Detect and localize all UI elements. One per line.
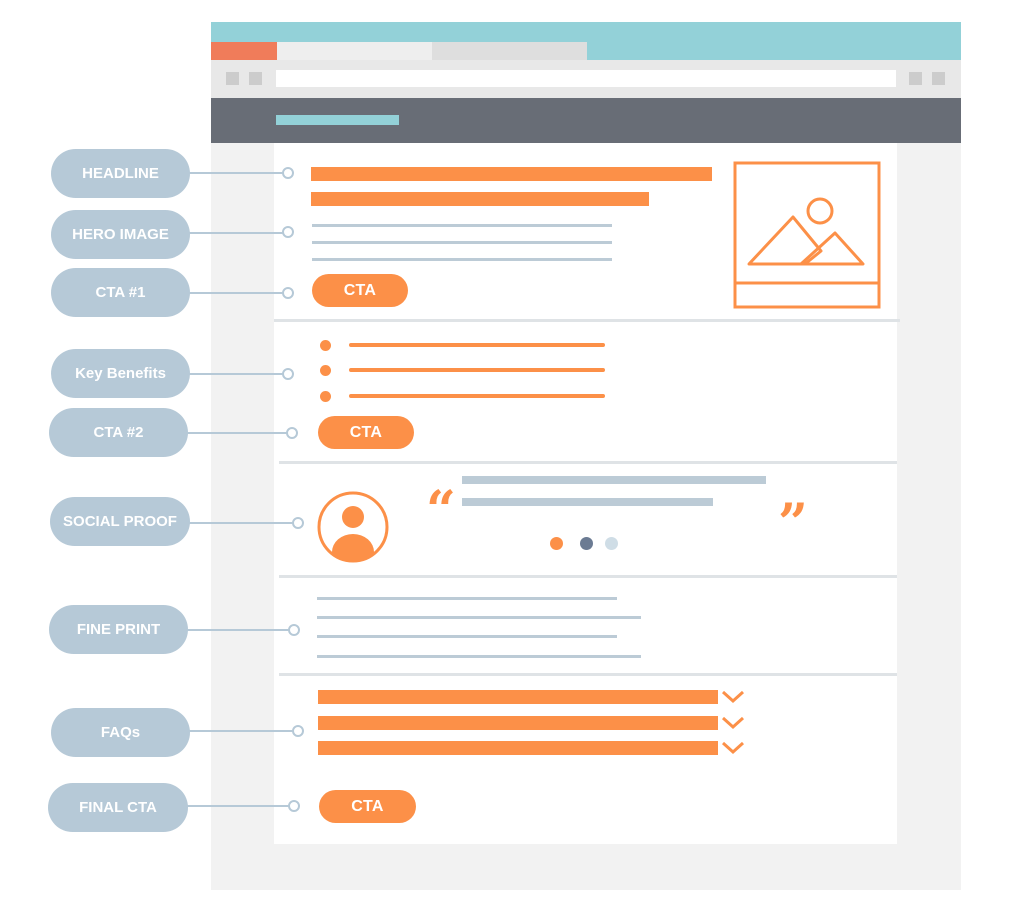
forward-button[interactable] [249, 72, 262, 85]
label-fine-print: FINE PRINT [49, 605, 188, 654]
cta2-button[interactable]: CTA [318, 416, 414, 449]
leader-endpoint [286, 427, 298, 439]
section-divider [279, 575, 897, 578]
leader-endpoint [292, 517, 304, 529]
section-divider [274, 319, 900, 322]
leader-line [186, 172, 284, 174]
leader-endpoint [282, 226, 294, 238]
benefit-line [349, 394, 605, 398]
open-quote-mark: “ [426, 480, 456, 541]
final-cta-button[interactable]: CTA [319, 790, 416, 823]
image-placeholder-icon [733, 161, 881, 309]
bullet-dot [320, 340, 331, 351]
bullet-dot [320, 391, 331, 402]
leader-line [186, 373, 284, 375]
label-faqs: FAQs [51, 708, 190, 757]
section-divider [279, 461, 897, 464]
body-text-line [312, 258, 612, 261]
browser-tab[interactable] [277, 42, 432, 60]
site-logo[interactable] [276, 115, 399, 125]
user-avatar-icon [317, 491, 389, 563]
fine-print-line [317, 635, 617, 638]
benefit-line [349, 368, 605, 372]
faq-item-bar[interactable] [318, 716, 718, 730]
label-key-benefits: Key Benefits [51, 349, 190, 398]
label-cta2: CTA #2 [49, 408, 188, 457]
chevron-down-icon[interactable] [721, 716, 745, 730]
cta1-button[interactable]: CTA [312, 274, 408, 307]
bullet-dot [320, 365, 331, 376]
chevron-down-icon[interactable] [721, 741, 745, 755]
body-text-line [312, 224, 612, 227]
leader-endpoint [292, 725, 304, 737]
leader-line [186, 292, 284, 294]
leader-endpoint [282, 287, 294, 299]
leader-endpoint [282, 368, 294, 380]
benefit-line [349, 343, 605, 347]
faq-item-bar[interactable] [318, 690, 718, 704]
back-button[interactable] [226, 72, 239, 85]
toolbar-button[interactable] [909, 72, 922, 85]
fine-print-line [317, 655, 641, 658]
leader-line [184, 805, 290, 807]
carousel-dot[interactable] [580, 537, 593, 550]
label-headline: HEADLINE [51, 149, 190, 198]
leader-line [186, 522, 294, 524]
leader-endpoint [288, 800, 300, 812]
leader-line [186, 730, 294, 732]
fine-print-line [317, 616, 641, 619]
chevron-down-icon[interactable] [721, 690, 745, 704]
label-social-proof: SOCIAL PROOF [50, 497, 190, 546]
leader-endpoint [288, 624, 300, 636]
browser-tab[interactable] [432, 42, 587, 60]
body-text-line [312, 241, 612, 244]
leader-endpoint [282, 167, 294, 179]
carousel-dot[interactable] [605, 537, 618, 550]
subheadline-bar [311, 192, 649, 206]
menu-button[interactable] [932, 72, 945, 85]
faq-item-bar[interactable] [318, 741, 718, 755]
headline-bar [311, 167, 712, 181]
carousel-dot-active[interactable] [550, 537, 563, 550]
close-quote-mark: ” [778, 493, 808, 554]
label-hero-image: HERO IMAGE [51, 210, 190, 259]
label-final-cta: FINAL CTA [48, 783, 188, 832]
label-cta1: CTA #1 [51, 268, 190, 317]
fine-print-line [317, 597, 617, 600]
testimonial-line [462, 476, 766, 484]
section-divider [279, 673, 897, 676]
address-bar[interactable] [276, 70, 896, 87]
browser-tab-active[interactable] [211, 42, 277, 60]
leader-line [184, 432, 288, 434]
leader-line [184, 629, 290, 631]
leader-line [186, 232, 284, 234]
testimonial-line [462, 498, 713, 506]
